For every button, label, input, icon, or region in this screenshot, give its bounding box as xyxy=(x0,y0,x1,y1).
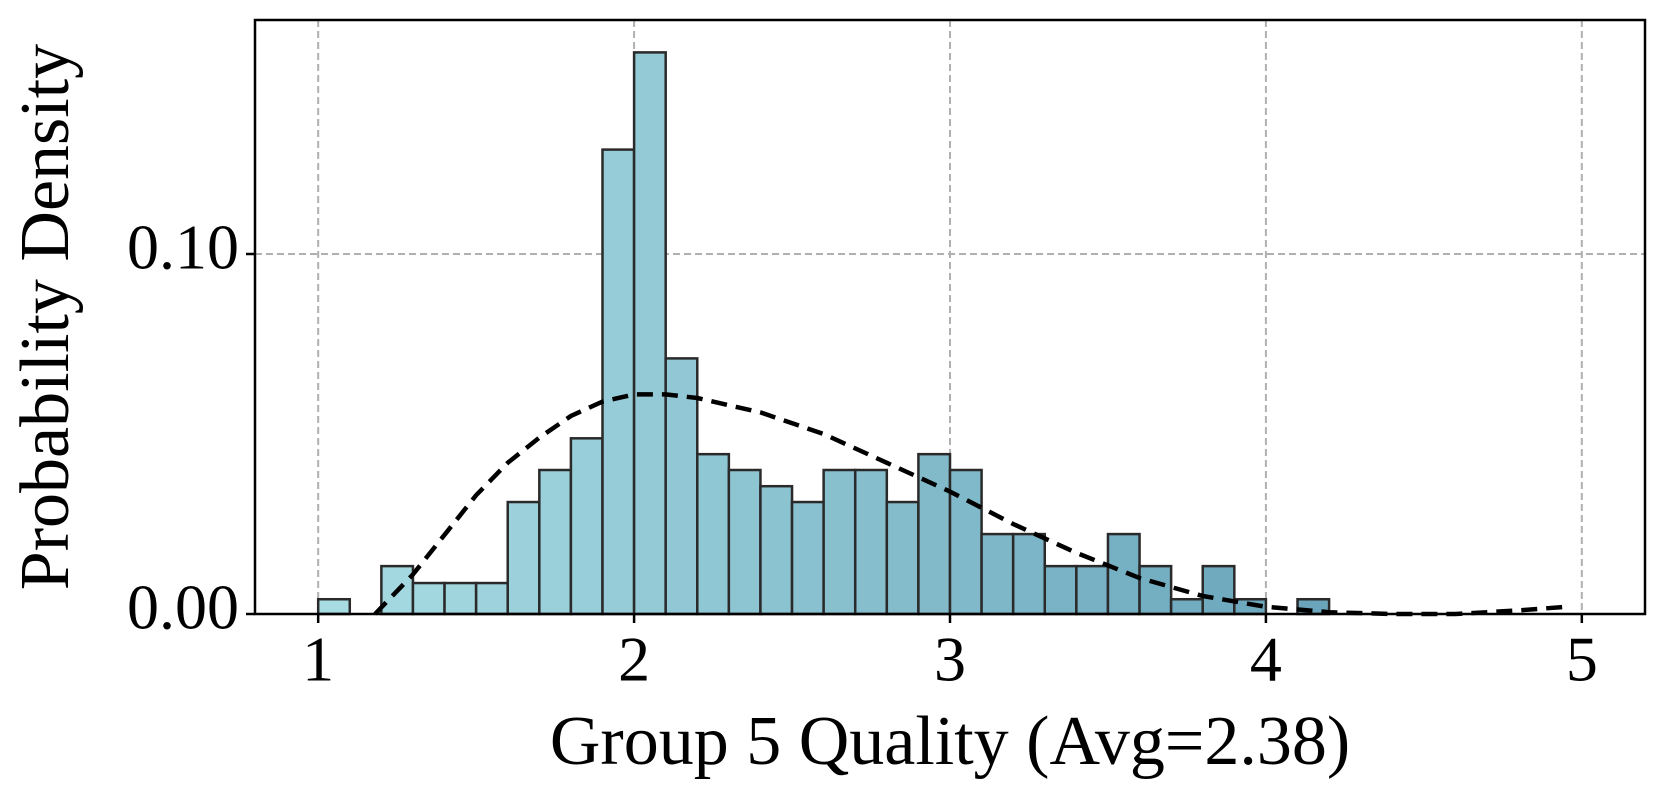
bar xyxy=(538,468,573,616)
x-tick-label: 5 xyxy=(1566,624,1598,695)
bar xyxy=(601,148,636,616)
bar xyxy=(1138,564,1173,616)
x-tick-label: 4 xyxy=(1250,624,1282,695)
x-tick-label: 2 xyxy=(618,624,650,695)
bar xyxy=(822,468,857,616)
bar xyxy=(316,597,352,616)
bar xyxy=(727,468,762,616)
bar xyxy=(569,437,604,616)
bar xyxy=(759,484,794,616)
bar xyxy=(474,581,509,616)
y-axis-label: Probability Density xyxy=(7,44,84,590)
bar xyxy=(885,500,920,616)
density-curve xyxy=(373,392,1567,617)
bar xyxy=(1169,597,1204,616)
bar xyxy=(1075,564,1110,616)
bar xyxy=(411,581,446,616)
bar xyxy=(853,468,889,616)
bar xyxy=(980,532,1015,616)
bar xyxy=(696,452,731,616)
bar xyxy=(1011,532,1047,616)
bar xyxy=(790,500,825,616)
bar xyxy=(1201,564,1236,616)
y-tick-label: 0.00 xyxy=(127,572,239,643)
x-tick-label: 3 xyxy=(934,624,966,695)
bar xyxy=(506,500,541,616)
bar xyxy=(1043,564,1078,616)
y-tick-label: 0.10 xyxy=(127,212,239,283)
bar xyxy=(632,51,667,616)
bar xyxy=(443,581,478,616)
x-tick-label: 1 xyxy=(302,624,334,695)
x-axis-label: Group 5 Quality (Avg=2.38) xyxy=(550,703,1350,780)
